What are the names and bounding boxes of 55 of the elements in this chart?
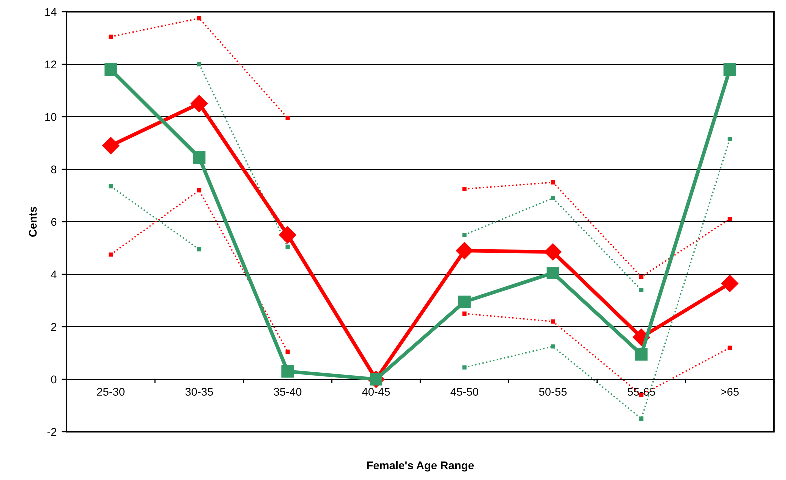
point xyxy=(728,217,732,222)
x-tick-label: 25-30 xyxy=(97,388,125,396)
point xyxy=(462,366,467,370)
point xyxy=(721,275,739,292)
point xyxy=(639,288,644,292)
y-tick-label: 0 xyxy=(51,376,57,384)
point xyxy=(282,365,294,378)
y-axis-title: Cents xyxy=(29,207,37,237)
x-tick-label: 45-50 xyxy=(450,388,478,396)
point xyxy=(635,348,648,361)
point xyxy=(197,62,202,67)
point xyxy=(108,184,114,189)
x-axis-title: Female's Age Range xyxy=(367,461,474,472)
y-tick-label: 10 xyxy=(46,113,57,122)
point xyxy=(197,247,202,252)
point xyxy=(724,63,736,76)
point xyxy=(190,95,208,112)
point xyxy=(728,137,732,142)
point xyxy=(544,244,562,261)
point xyxy=(108,34,114,40)
point xyxy=(462,312,467,316)
y-tick-label: 4 xyxy=(51,270,57,279)
point xyxy=(197,16,202,21)
point xyxy=(551,344,556,349)
point xyxy=(286,116,290,120)
point xyxy=(458,296,471,308)
point xyxy=(279,226,296,244)
x-tick-label: 30-35 xyxy=(186,388,214,396)
x-tick-label: 35-40 xyxy=(274,388,302,396)
point xyxy=(551,320,556,324)
y-tick-label: 12 xyxy=(46,60,57,69)
point xyxy=(193,151,206,164)
point xyxy=(456,242,474,260)
y-tick-label: 14 xyxy=(46,8,57,16)
point xyxy=(462,187,467,192)
point xyxy=(108,252,114,257)
y-tick-label: 2 xyxy=(51,323,57,332)
y-tick-label: -2 xyxy=(48,428,57,436)
point xyxy=(286,350,290,354)
point xyxy=(728,346,732,350)
point xyxy=(546,266,560,280)
point xyxy=(102,137,120,154)
point xyxy=(286,244,290,250)
x-tick-label: 50-55 xyxy=(539,388,567,396)
x-tick-label: >65 xyxy=(721,388,739,396)
point xyxy=(551,180,556,185)
point xyxy=(462,233,467,238)
point xyxy=(197,188,202,193)
y-tick-label: 8 xyxy=(51,166,57,174)
point xyxy=(551,196,556,200)
point xyxy=(104,63,118,76)
point xyxy=(639,416,644,421)
point xyxy=(639,275,644,280)
y-tick-label: 6 xyxy=(51,218,57,226)
x-tick-label: 40-45 xyxy=(362,388,390,396)
